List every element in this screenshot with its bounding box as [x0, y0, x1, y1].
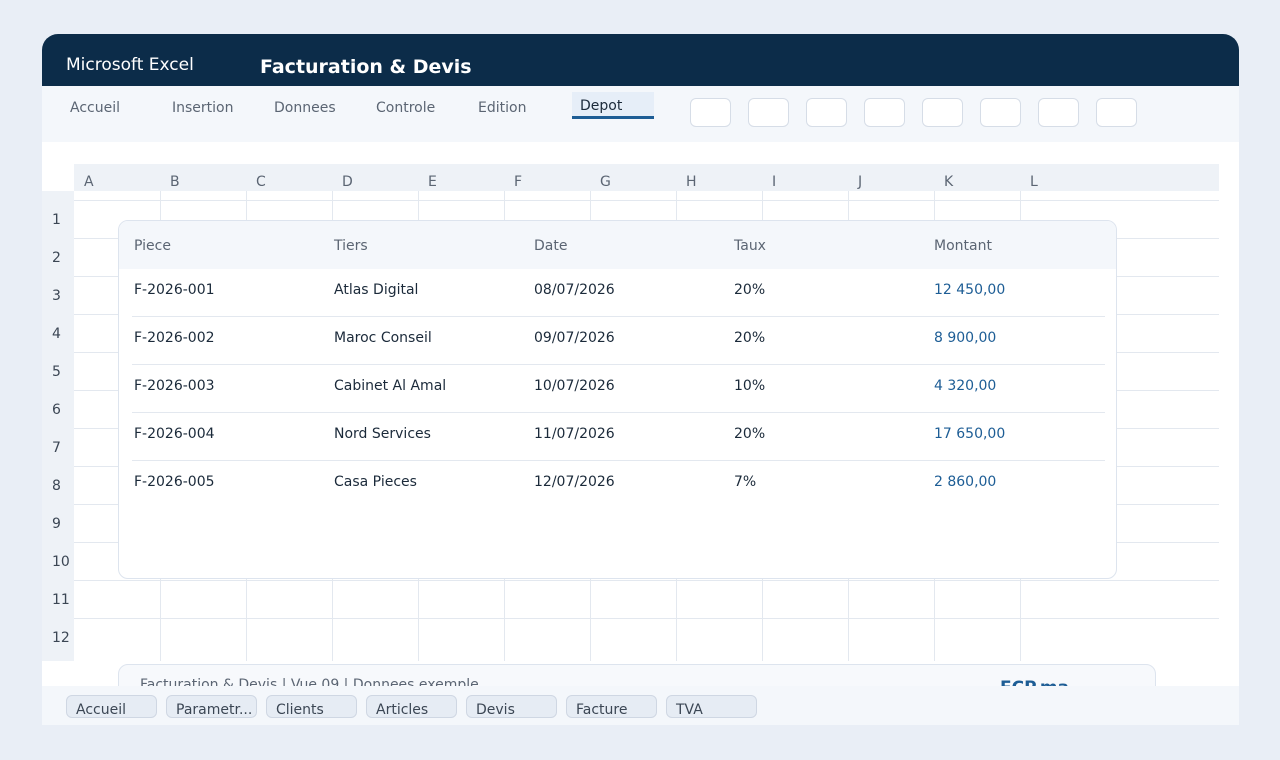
row-header[interactable]: 7 [52, 440, 61, 456]
cell-piece: F-2026-004 [134, 426, 215, 442]
row-divider [132, 364, 1105, 365]
row-header[interactable]: 10 [52, 554, 70, 570]
cell-date: 11/07/2026 [534, 426, 615, 442]
sheet-tab-bar: Accueil Parametr... Clients Articles Dev… [42, 686, 1239, 725]
tab-donnees[interactable]: Donnees [274, 100, 336, 116]
row-divider [132, 316, 1105, 317]
cell-taux: 10% [734, 378, 766, 394]
toolbar-button[interactable] [806, 98, 847, 127]
column-header[interactable]: C [256, 174, 266, 190]
column-header[interactable]: E [428, 174, 437, 190]
sheet-tab-tva[interactable]: TVA [666, 695, 757, 718]
sheet-tab-clients[interactable]: Clients [266, 695, 357, 718]
row-header[interactable]: 5 [52, 364, 61, 380]
column-header[interactable]: G [600, 174, 611, 190]
grid-line [74, 580, 1219, 581]
row-header[interactable]: 1 [52, 212, 61, 228]
tab-depot[interactable]: Depot [572, 92, 655, 119]
column-header[interactable]: I [772, 174, 777, 190]
row-header-bar [42, 191, 74, 661]
tab-controle[interactable]: Controle [376, 100, 436, 116]
table-row[interactable]: F-2026-004 Nord Services 11/07/2026 20% … [132, 413, 1105, 461]
column-header[interactable]: K [944, 174, 954, 190]
cell-tiers: Nord Services [334, 426, 431, 442]
table-row[interactable]: F-2026-002 Maroc Conseil 09/07/2026 20% … [132, 317, 1105, 365]
row-divider [132, 460, 1105, 461]
column-header[interactable]: B [170, 174, 180, 190]
cell-date: 08/07/2026 [534, 282, 615, 298]
title-bar: Microsoft Excel Facturation & Devis [42, 34, 1239, 86]
grid-line [74, 200, 1219, 201]
grid-line [74, 618, 1219, 619]
sheet-tab-facture[interactable]: Facture [566, 695, 657, 718]
row-header[interactable]: 12 [52, 630, 70, 646]
toolbar-button[interactable] [980, 98, 1021, 127]
sheet-tab-articles[interactable]: Articles [366, 695, 457, 718]
cell-montant: 2 860,00 [934, 474, 997, 490]
table-row[interactable]: F-2026-005 Casa Pieces 12/07/2026 7% 2 8… [132, 461, 1105, 509]
column-header[interactable]: H [686, 174, 697, 190]
cell-taux: 20% [734, 426, 766, 442]
sheet-tab-parametres[interactable]: Parametr... [166, 695, 257, 718]
toolbar-button[interactable] [864, 98, 905, 127]
cell-date: 10/07/2026 [534, 378, 615, 394]
sheet-tab-devis[interactable]: Devis [466, 695, 557, 718]
cell-taux: 20% [734, 330, 766, 346]
toolbar-button[interactable] [690, 98, 731, 127]
cell-tiers: Atlas Digital [334, 282, 419, 298]
ribbon: Accueil Insertion Donnees Controle Editi… [42, 86, 1239, 142]
tab-accueil[interactable]: Accueil [70, 100, 120, 116]
column-header[interactable]: F [514, 174, 523, 190]
app-name: Microsoft Excel [66, 55, 194, 75]
cell-taux: 7% [734, 474, 757, 490]
header-taux[interactable]: Taux [734, 238, 766, 254]
cell-tiers: Maroc Conseil [334, 330, 432, 346]
row-header[interactable]: 11 [52, 592, 70, 608]
header-date[interactable]: Date [534, 238, 568, 254]
row-header[interactable]: 2 [52, 250, 61, 266]
cell-date: 12/07/2026 [534, 474, 615, 490]
tab-edition[interactable]: Edition [478, 100, 527, 116]
cell-montant: 4 320,00 [934, 378, 997, 394]
column-header[interactable]: L [1030, 174, 1038, 190]
row-header[interactable]: 9 [52, 516, 61, 532]
table-row[interactable]: F-2026-001 Atlas Digital 08/07/2026 20% … [132, 269, 1105, 317]
cell-montant: 17 650,00 [934, 426, 1006, 442]
header-montant[interactable]: Montant [934, 238, 992, 254]
column-header[interactable]: A [84, 174, 94, 190]
header-piece[interactable]: Piece [134, 238, 171, 254]
sheet-tab-accueil[interactable]: Accueil [66, 695, 157, 718]
cell-piece: F-2026-001 [134, 282, 215, 298]
cell-taux: 20% [734, 282, 766, 298]
cell-montant: 12 450,00 [934, 282, 1006, 298]
toolbar-button[interactable] [922, 98, 963, 127]
table-header: Piece Tiers Date Taux Montant [119, 221, 1116, 269]
invoice-table-panel: Piece Tiers Date Taux Montant F-2026-001… [118, 220, 1117, 579]
cell-montant: 8 900,00 [934, 330, 997, 346]
row-divider [132, 412, 1105, 413]
toolbar-button[interactable] [1096, 98, 1137, 127]
row-header[interactable]: 8 [52, 478, 61, 494]
row-header[interactable]: 4 [52, 326, 61, 342]
header-tiers[interactable]: Tiers [334, 238, 368, 254]
cell-piece: F-2026-003 [134, 378, 215, 394]
cell-tiers: Cabinet Al Amal [334, 378, 447, 394]
row-header[interactable]: 6 [52, 402, 61, 418]
cell-date: 09/07/2026 [534, 330, 615, 346]
cell-piece: F-2026-002 [134, 330, 215, 346]
cell-piece: F-2026-005 [134, 474, 215, 490]
toolbar-button[interactable] [1038, 98, 1079, 127]
column-header-bar [74, 164, 1219, 191]
toolbar-button[interactable] [748, 98, 789, 127]
column-header[interactable]: D [342, 174, 353, 190]
table-row[interactable]: F-2026-003 Cabinet Al Amal 10/07/2026 10… [132, 365, 1105, 413]
document-title: Facturation & Devis [260, 56, 472, 78]
column-header[interactable]: J [858, 174, 863, 190]
row-header[interactable]: 3 [52, 288, 61, 304]
tab-insertion[interactable]: Insertion [172, 100, 234, 116]
cell-tiers: Casa Pieces [334, 474, 417, 490]
